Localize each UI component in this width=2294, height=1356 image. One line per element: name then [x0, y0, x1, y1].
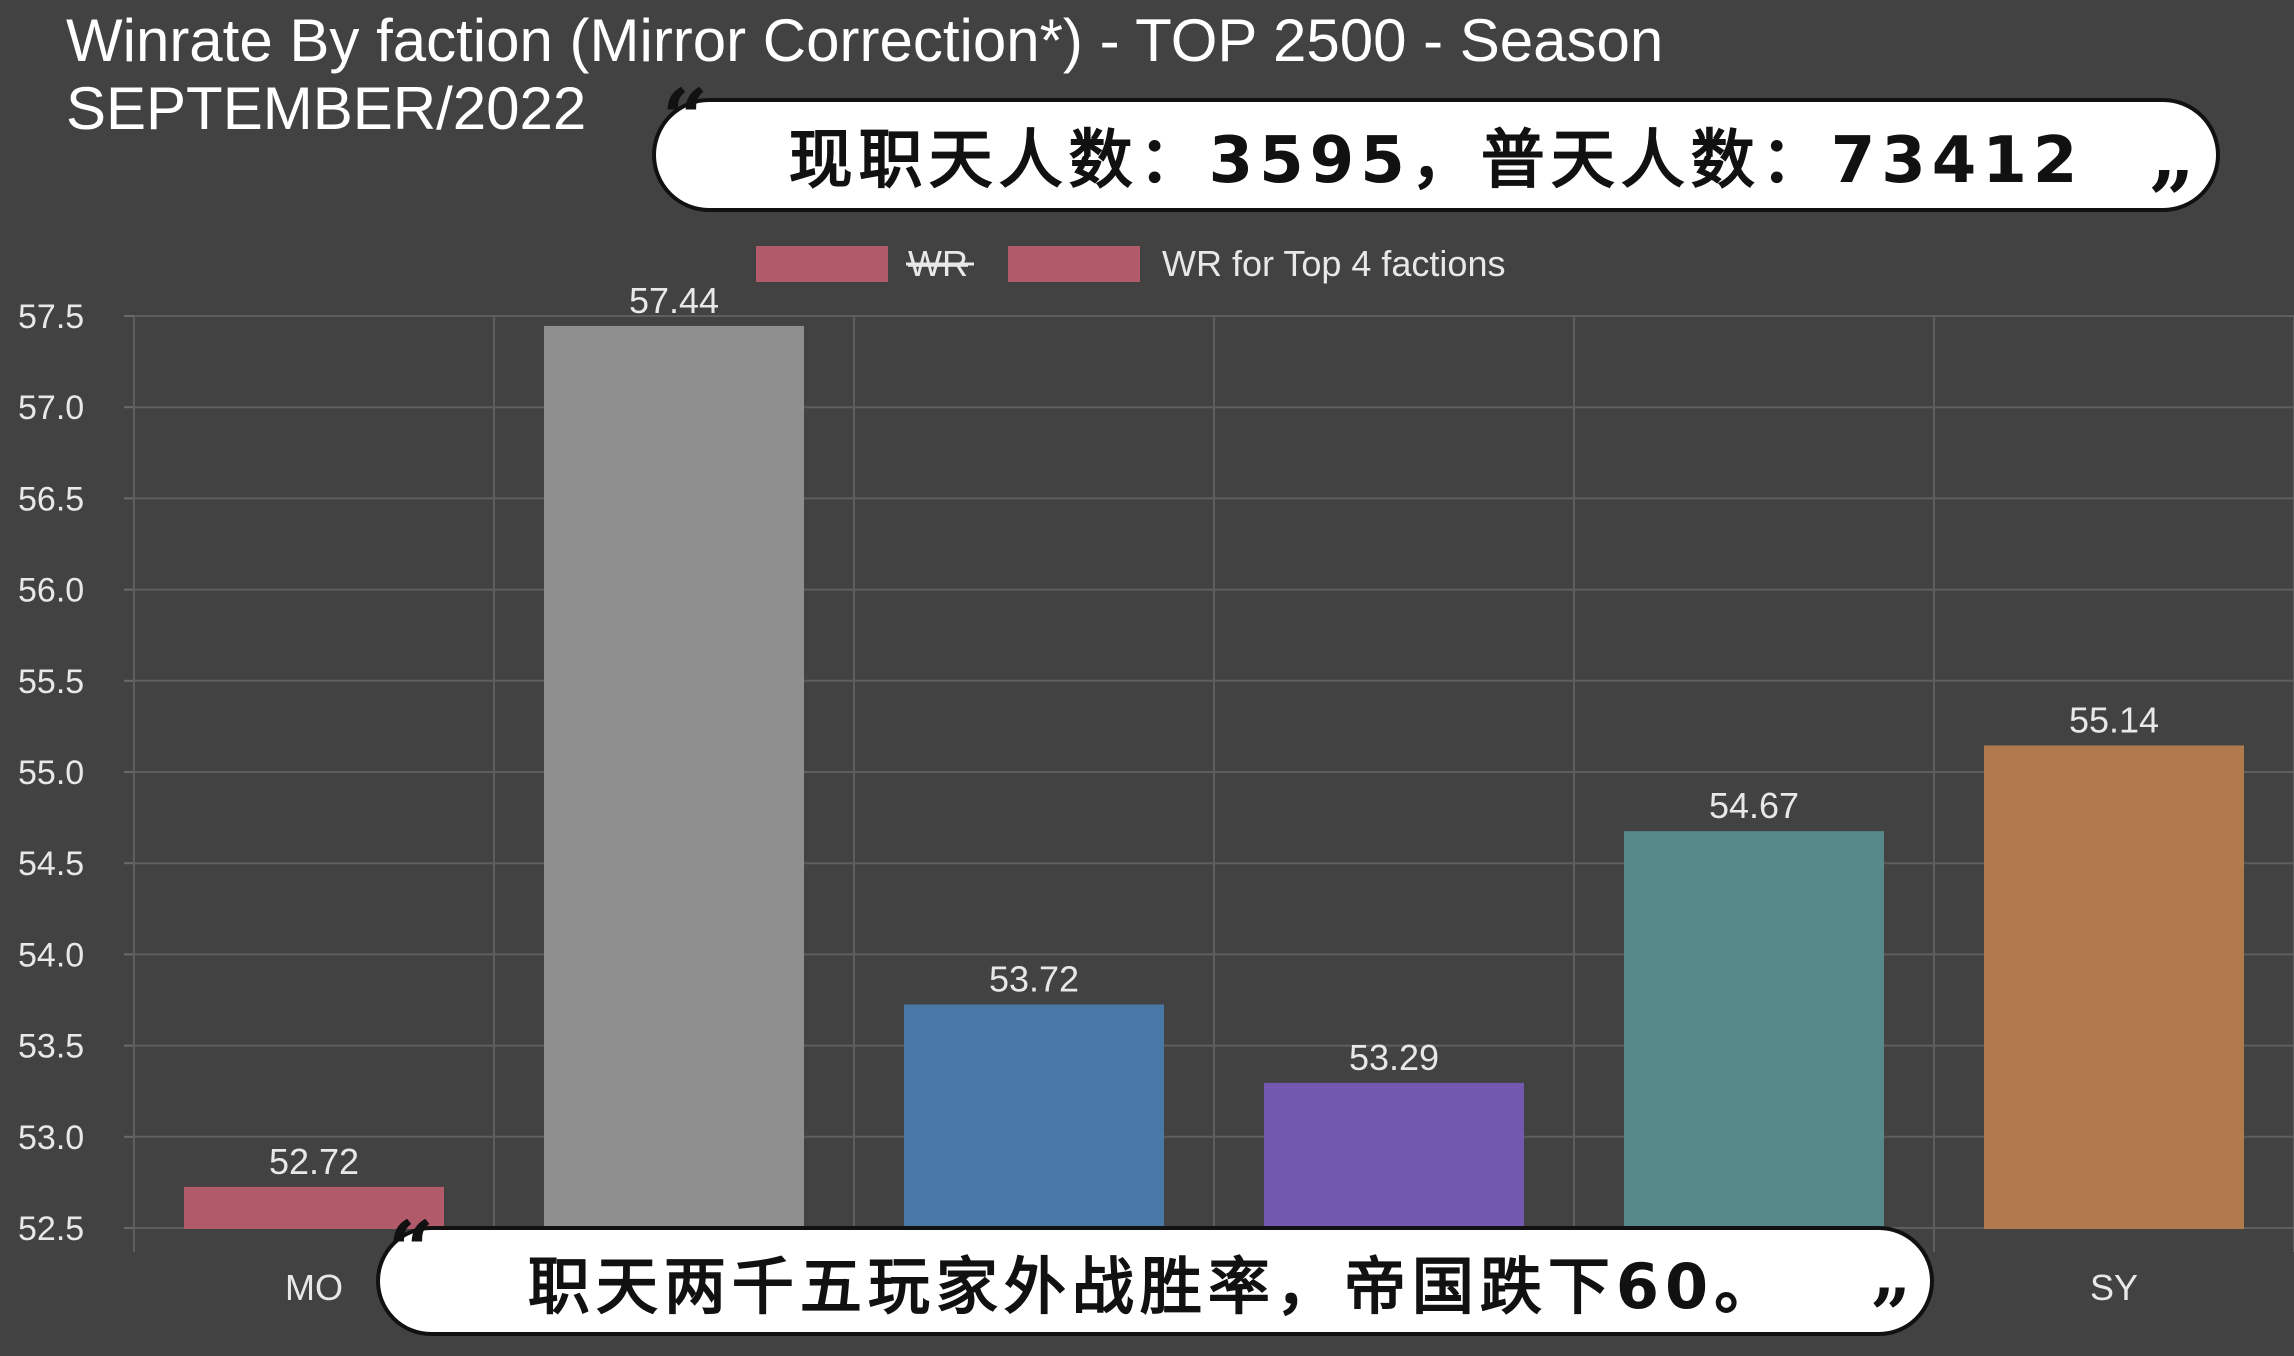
legend-swatch-2[interactable]: [1008, 246, 1140, 282]
legend-swatch-1[interactable]: [756, 246, 888, 282]
y-axis-ticks: 52.5 53.0 53.5 54.0 54.5 55.0 55.5 56.0 56.5 57.0…: [18, 298, 84, 1248]
bar-4: [1264, 1082, 1524, 1230]
chart-title-line-2: SEPTEMBER/2022: [66, 75, 587, 142]
caption-top-text: 现职天人数：3595，普天人数：73412: [788, 124, 2084, 198]
x-tick-label-6: SY: [2090, 1267, 2138, 1308]
bar-2: [544, 325, 804, 1230]
y-tick-label: 55.0: [18, 754, 84, 792]
chart-title-line-1: Winrate By faction (Mirror Correction*) …: [66, 7, 1664, 74]
x-axis-ticks: MO SY: [285, 1267, 2138, 1308]
caption-bottom-text: 职天两千五玩家外战胜率，帝国跌下60。: [527, 1250, 1783, 1323]
caption-bottom-close-quote: ”: [1870, 1273, 1911, 1356]
value-labels: 52.72 57.44 53.72 53.29 54.67 55.14: [269, 280, 2159, 1182]
bar-1: [184, 1186, 444, 1229]
caption-bottom-open-quote: “: [388, 1203, 435, 1297]
value-label-1: 52.72: [269, 1141, 359, 1182]
y-tick-label: 53.0: [18, 1119, 84, 1157]
y-tick-label: 54.0: [18, 936, 84, 974]
y-tick-label: 57.5: [18, 298, 84, 336]
value-label-4: 53.29: [1349, 1037, 1439, 1078]
x-tick-label-1: MO: [285, 1267, 343, 1308]
caption-bottom: 职天两千五玩家外战胜率，帝国跌下60。: [376, 1226, 1934, 1336]
bar-3: [904, 1004, 1164, 1229]
legend-label-2[interactable]: WR for Top 4 factions: [1162, 243, 1505, 284]
value-label-2: 57.44: [629, 280, 719, 321]
bar-5: [1624, 831, 1884, 1230]
y-tick-label: 55.5: [18, 663, 84, 701]
value-label-3: 53.72: [989, 958, 1079, 999]
legend: WR WR for Top 4 factions: [756, 243, 1505, 284]
caption-top-close-quote: ”: [2148, 153, 2195, 247]
value-label-6: 55.14: [2069, 699, 2159, 740]
y-tick-label: 57.0: [18, 389, 84, 427]
caption-top: 现职天人数：3595，普天人数：73412: [652, 98, 2220, 212]
bar-6: [1984, 745, 2244, 1229]
y-tick-label: 56.5: [18, 480, 84, 518]
y-tick-label: 56.0: [18, 572, 84, 610]
caption-top-open-quote: “: [662, 71, 709, 165]
value-label-5: 54.67: [1709, 785, 1799, 826]
bars: [184, 325, 2244, 1230]
y-tick-label: 54.5: [18, 845, 84, 883]
y-tick-label: 52.5: [18, 1210, 84, 1248]
y-tick-label: 53.5: [18, 1028, 84, 1066]
grid-lines: [124, 315, 2294, 1252]
